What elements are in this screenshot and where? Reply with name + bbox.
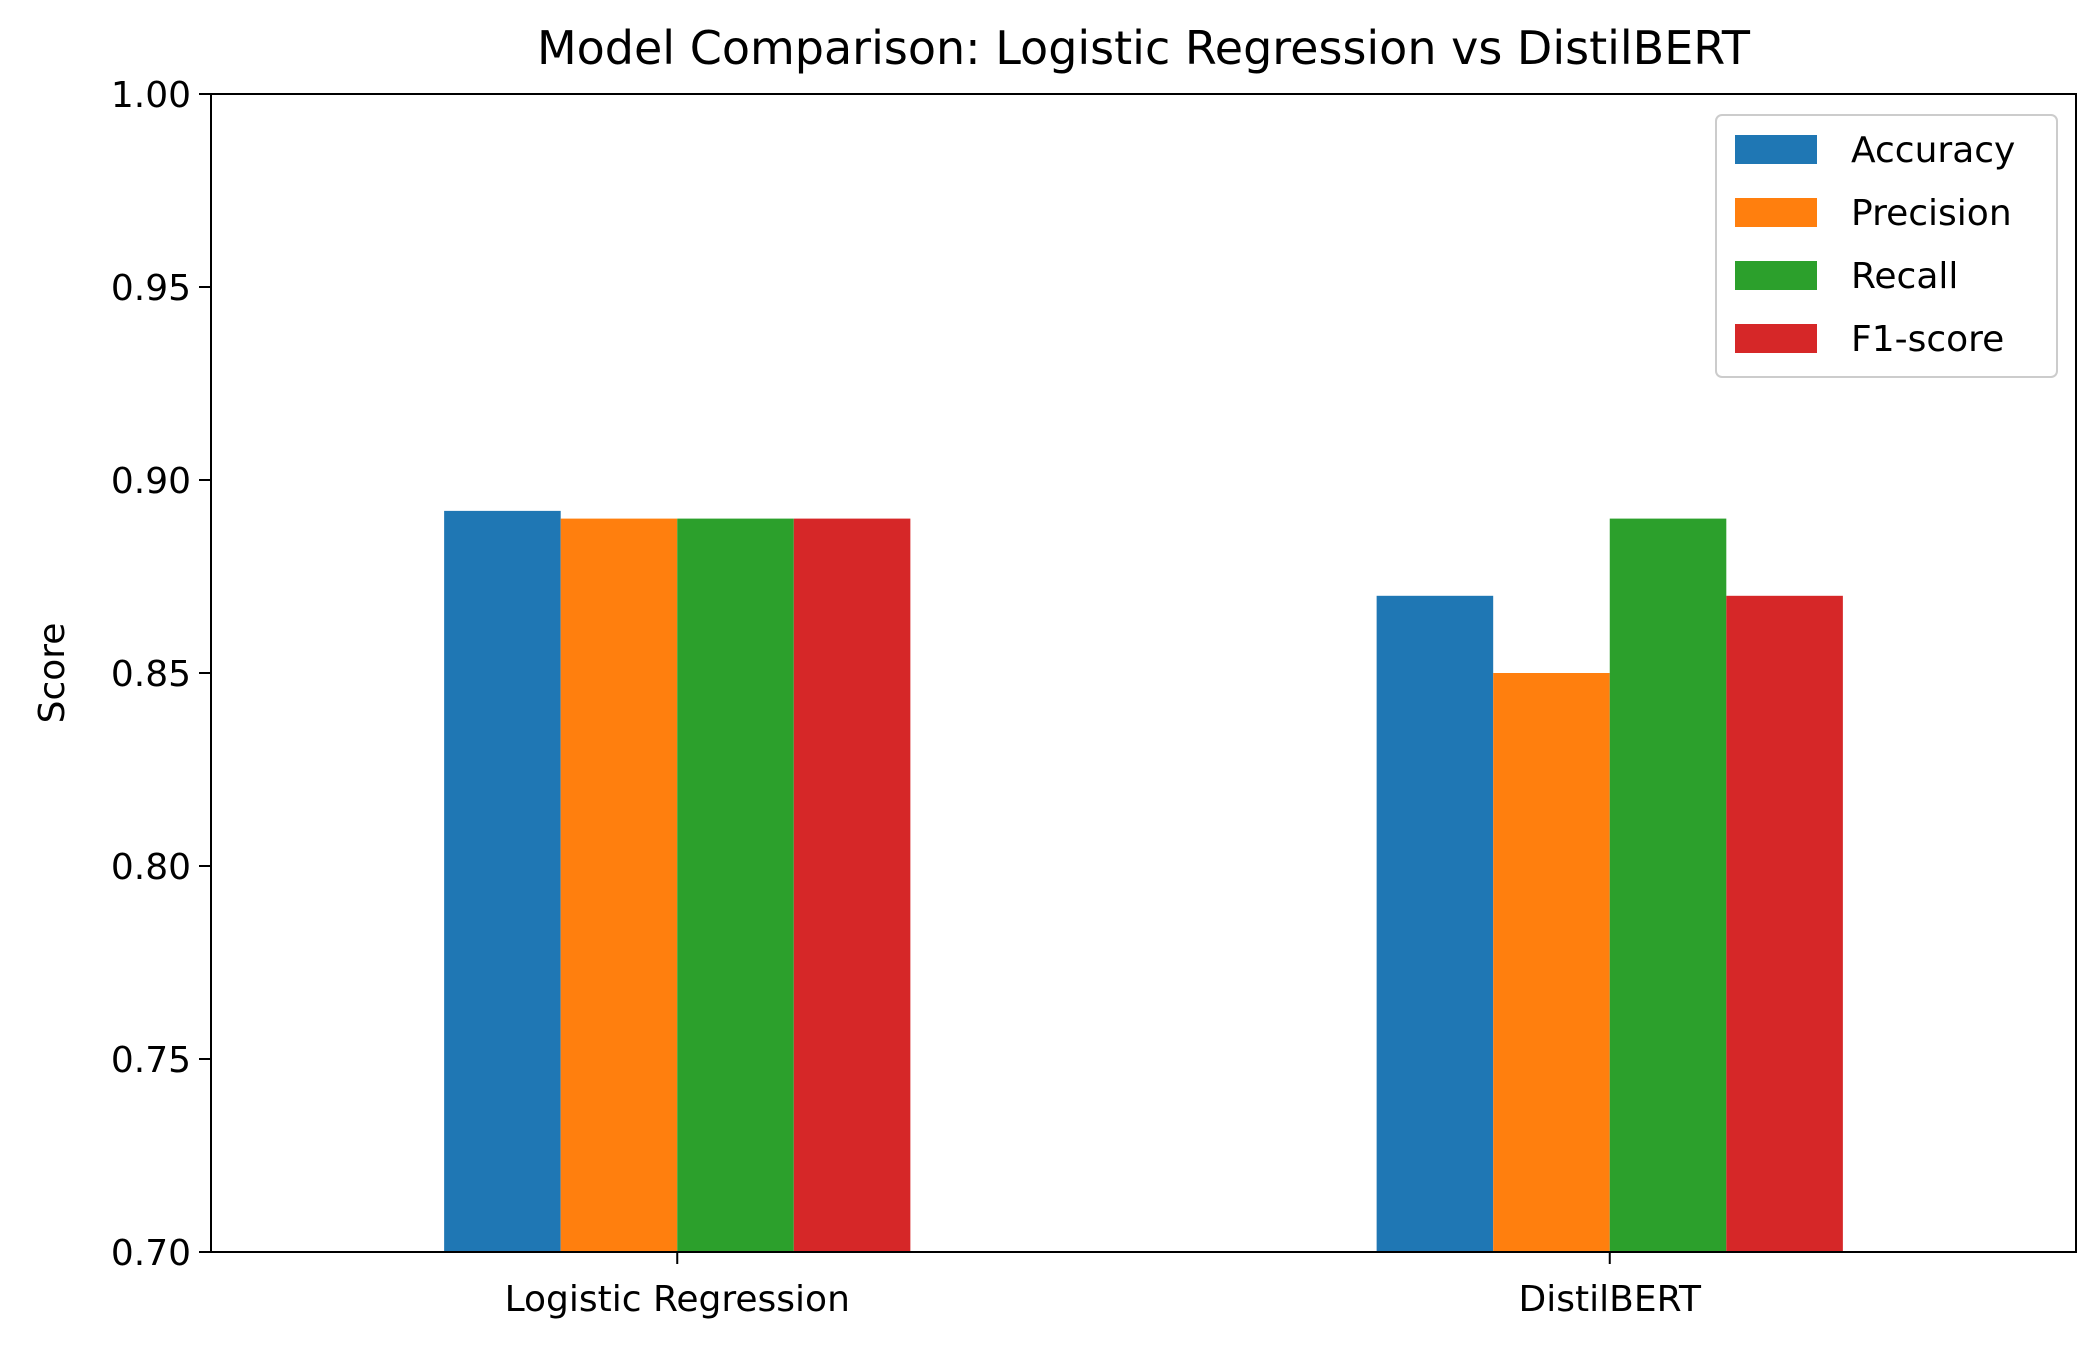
bar-precision-logistic-regression (560, 518, 678, 1252)
legend: Accuracy Precision Recall F1-score (1715, 114, 2058, 378)
bar-recall-distilbert (1609, 518, 1727, 1252)
x-tick-label: DistilBERT (1519, 1279, 1702, 1320)
y-axis-label: Score (32, 623, 73, 724)
y-tick-label: 0.70 (111, 1233, 191, 1274)
bar-f1-score-logistic-regression (793, 518, 911, 1252)
legend-swatch-f1-score (1735, 324, 1817, 353)
y-tick-label: 0.80 (111, 847, 191, 888)
y-tick-label: 1.00 (111, 75, 191, 116)
x-tick-label: Logistic Regression (505, 1279, 850, 1320)
legend-box (1715, 114, 2058, 378)
bar-f1-score-distilbert (1726, 595, 1843, 1252)
y-tick-label: 0.75 (111, 1040, 191, 1081)
axes-layer: 0.70 0.75 0.80 0.85 0.90 0.95 1.00 Logistic Reg… (111, 75, 2077, 1320)
legend-label-accuracy: Accuracy (1851, 130, 2015, 171)
legend-label-recall: Recall (1851, 256, 1958, 297)
bar-recall-logistic-regression (677, 518, 794, 1252)
bar-accuracy-logistic-regression (444, 510, 561, 1252)
legend-swatch-precision (1735, 198, 1817, 227)
legend-label-precision: Precision (1851, 193, 2012, 234)
bar-accuracy-distilbert (1376, 595, 1494, 1252)
legend-swatch-accuracy (1735, 135, 1817, 164)
y-tick-label: 0.90 (111, 461, 191, 502)
chart-title: Model Comparison: Logistic Regression vs… (537, 21, 1751, 75)
y-tick-label: 0.85 (111, 654, 191, 695)
y-tick-label: 0.95 (111, 268, 191, 309)
bar-precision-distilbert (1493, 673, 1610, 1252)
legend-label-f1-score: F1-score (1851, 319, 2004, 360)
legend-swatch-recall (1735, 261, 1817, 290)
bars-layer (444, 510, 1843, 1252)
